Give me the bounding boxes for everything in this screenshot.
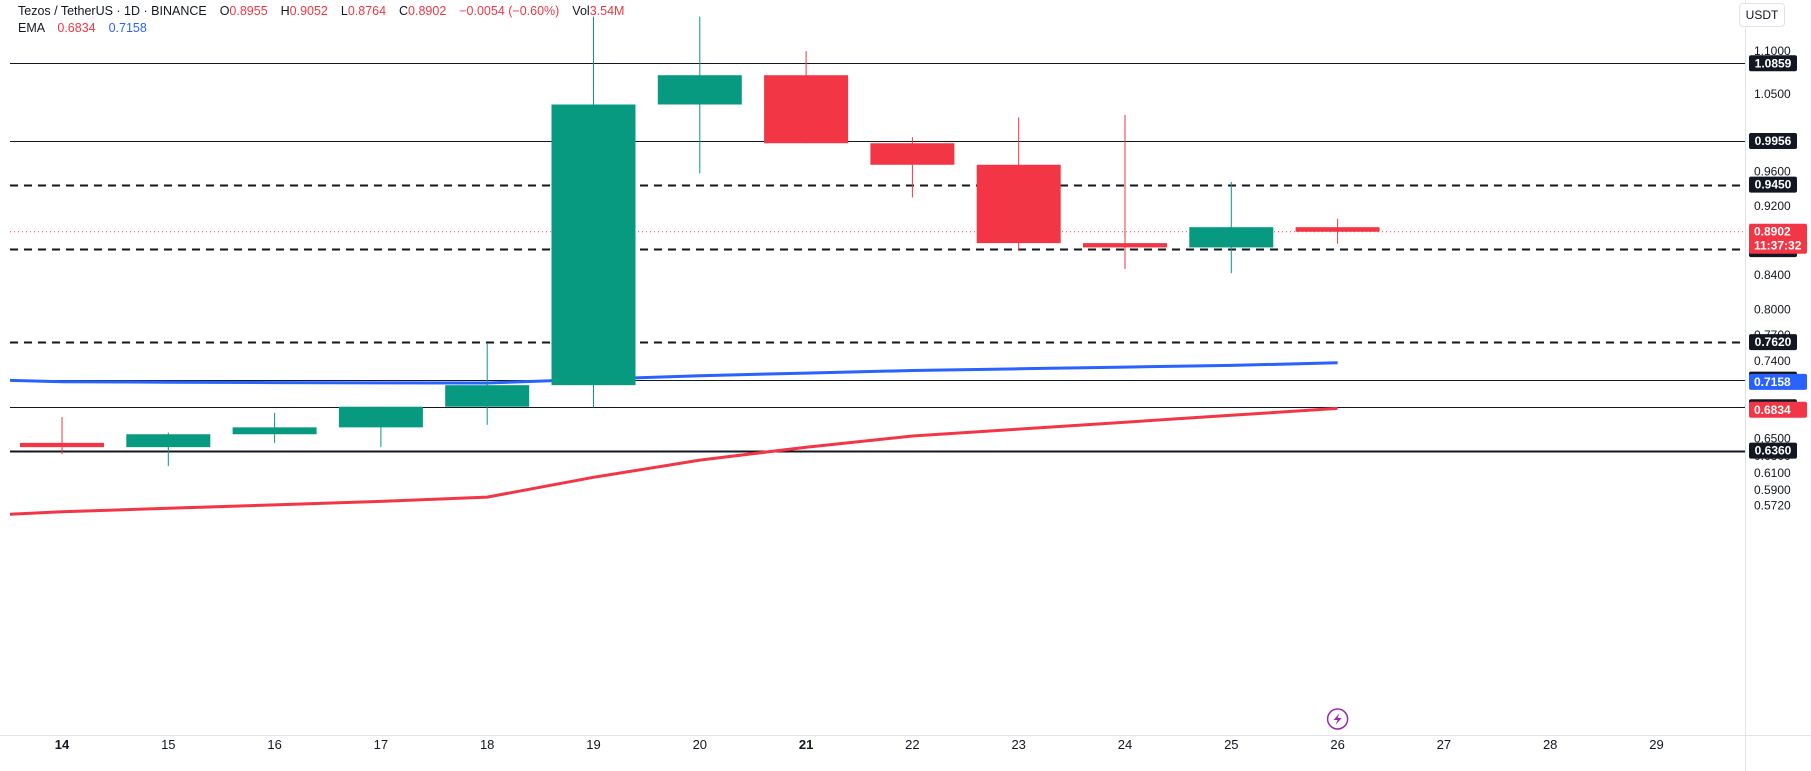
ema-label[interactable]: EMA (18, 21, 45, 35)
candle-body (338, 406, 423, 428)
y-tick-label: 0.6500 (1754, 432, 1791, 446)
candle-body (870, 143, 955, 165)
svg-text:0.9956: 0.9956 (1755, 134, 1792, 148)
candle-body (764, 75, 849, 144)
level-badge-0: 1.0859 (1749, 55, 1797, 72)
y-tick-label: 0.5720 (1754, 499, 1791, 513)
candle-16[interactable] (232, 412, 317, 443)
candle-14[interactable] (20, 417, 104, 455)
candle-body (1083, 243, 1167, 248)
ohlc-legend: Tezos / TetherUS · 1D · BINANCE O0.8955 … (18, 4, 624, 18)
svg-text:0.9450: 0.9450 (1755, 178, 1792, 192)
volume-value: 3.54M (589, 4, 625, 18)
close-value: 0.8902 (408, 4, 447, 18)
price-badge-2: 0.6834 (1749, 401, 1807, 418)
x-tick-label: 16 (267, 737, 281, 752)
candle-26[interactable] (1295, 218, 1380, 244)
price-badge-1: 0.7158 (1749, 373, 1807, 390)
x-tick-label: 20 (693, 737, 707, 752)
y-tick-label: 0.7400 (1754, 354, 1791, 368)
candle-25[interactable] (1189, 181, 1274, 274)
price-badges: 1.08590.99560.94500.87000.76200.71850.68… (1749, 55, 1807, 459)
y-tick-label: 0.8000 (1754, 302, 1791, 316)
y-tick-label: 0.8400 (1754, 268, 1791, 282)
x-tick-label: 26 (1330, 737, 1344, 752)
x-tick-label: 27 (1437, 737, 1451, 752)
y-tick-label: 0.6100 (1754, 466, 1791, 480)
y-tick-label: 0.9200 (1754, 199, 1791, 213)
level-badge-7: 0.6360 (1749, 442, 1797, 459)
horizontal-levels (10, 63, 1745, 453)
ema-value-1: 0.6834 (57, 21, 96, 35)
candle-body (657, 75, 742, 105)
open-label: O (219, 4, 230, 18)
level-badge-4: 0.7620 (1749, 334, 1797, 351)
x-tick-label: 22 (905, 737, 919, 752)
candle-body (126, 434, 211, 448)
svg-text:0.8902: 0.8902 (1754, 225, 1791, 239)
ema-long-line[interactable] (9, 406, 1338, 516)
y-tick-label: 1.1000 (1754, 44, 1791, 58)
candle-21[interactable] (764, 51, 849, 144)
volume-label: Vol (572, 4, 590, 18)
candle-body (1189, 227, 1274, 248)
x-tick-label: 24 (1118, 737, 1132, 752)
x-tick-label: 19 (586, 737, 600, 752)
candles[interactable] (20, 16, 1380, 467)
ema-short-line[interactable] (9, 361, 1338, 385)
level-badge-1: 0.9956 (1749, 133, 1797, 149)
lightning-icon[interactable] (1326, 708, 1349, 730)
low-value: 0.8764 (347, 4, 387, 18)
ema-lines (9, 361, 1338, 516)
candle-17[interactable] (338, 406, 423, 448)
svg-text:11:37:32: 11:37:32 (1754, 239, 1802, 253)
candle-body (445, 385, 530, 407)
x-tick-label: 21 (799, 737, 813, 752)
svg-text:0.7158: 0.7158 (1754, 375, 1791, 389)
candle-20[interactable] (657, 16, 742, 174)
close-label: C (399, 4, 409, 18)
svg-text:0.6834: 0.6834 (1754, 403, 1791, 417)
svg-text:0.7620: 0.7620 (1755, 335, 1792, 349)
x-tick-label: 28 (1543, 737, 1557, 752)
price-axis[interactable]: 1.10001.05000.96000.92000.84000.80000.77… (1754, 44, 1791, 513)
candle-body (1295, 227, 1380, 232)
ema-legend: EMA 0.6834 0.7158 (18, 21, 147, 35)
candle-body (232, 427, 317, 435)
currency-button[interactable]: USDT (1739, 3, 1785, 27)
x-tick-label: 23 (1011, 737, 1025, 752)
time-axis[interactable]: 14 15 16 17 18 19 20 21 22 23 24 25 26 27 28 29 (55, 737, 1664, 752)
candle-body (976, 164, 1061, 244)
high-label: H (280, 4, 290, 18)
x-tick-label: 14 (55, 737, 70, 752)
symbol-title[interactable]: Tezos / TetherUS · 1D · BINANCE (18, 4, 207, 18)
candle-body (551, 104, 636, 386)
y-tick-label: 0.9600 (1754, 165, 1791, 179)
candle-22[interactable] (870, 137, 955, 198)
candle-18[interactable] (445, 343, 530, 425)
x-tick-label: 15 (161, 737, 175, 752)
open-value: 0.8955 (229, 4, 268, 18)
candle-15[interactable] (126, 432, 211, 467)
high-value: 0.9052 (289, 4, 328, 18)
x-tick-label: 29 (1649, 737, 1663, 752)
candle-19[interactable] (551, 16, 636, 408)
level-badge-2: 0.9450 (1749, 176, 1797, 193)
candle-23[interactable] (976, 117, 1061, 251)
x-tick-label: 18 (480, 737, 494, 752)
change-value: −0.0054 (−0.60%) (459, 4, 560, 18)
low-label: L (340, 4, 348, 18)
x-tick-label: 25 (1224, 737, 1238, 752)
svg-text:0.6360: 0.6360 (1755, 444, 1792, 458)
y-tick-label: 0.5900 (1754, 483, 1791, 497)
y-tick-label: 1.0500 (1754, 87, 1791, 101)
x-tick-label: 17 (374, 737, 388, 752)
candle-24[interactable] (1083, 114, 1167, 269)
candle-body (20, 442, 104, 448)
svg-text:1.0859: 1.0859 (1755, 56, 1792, 70)
ema-value-2: 0.7158 (108, 21, 147, 35)
